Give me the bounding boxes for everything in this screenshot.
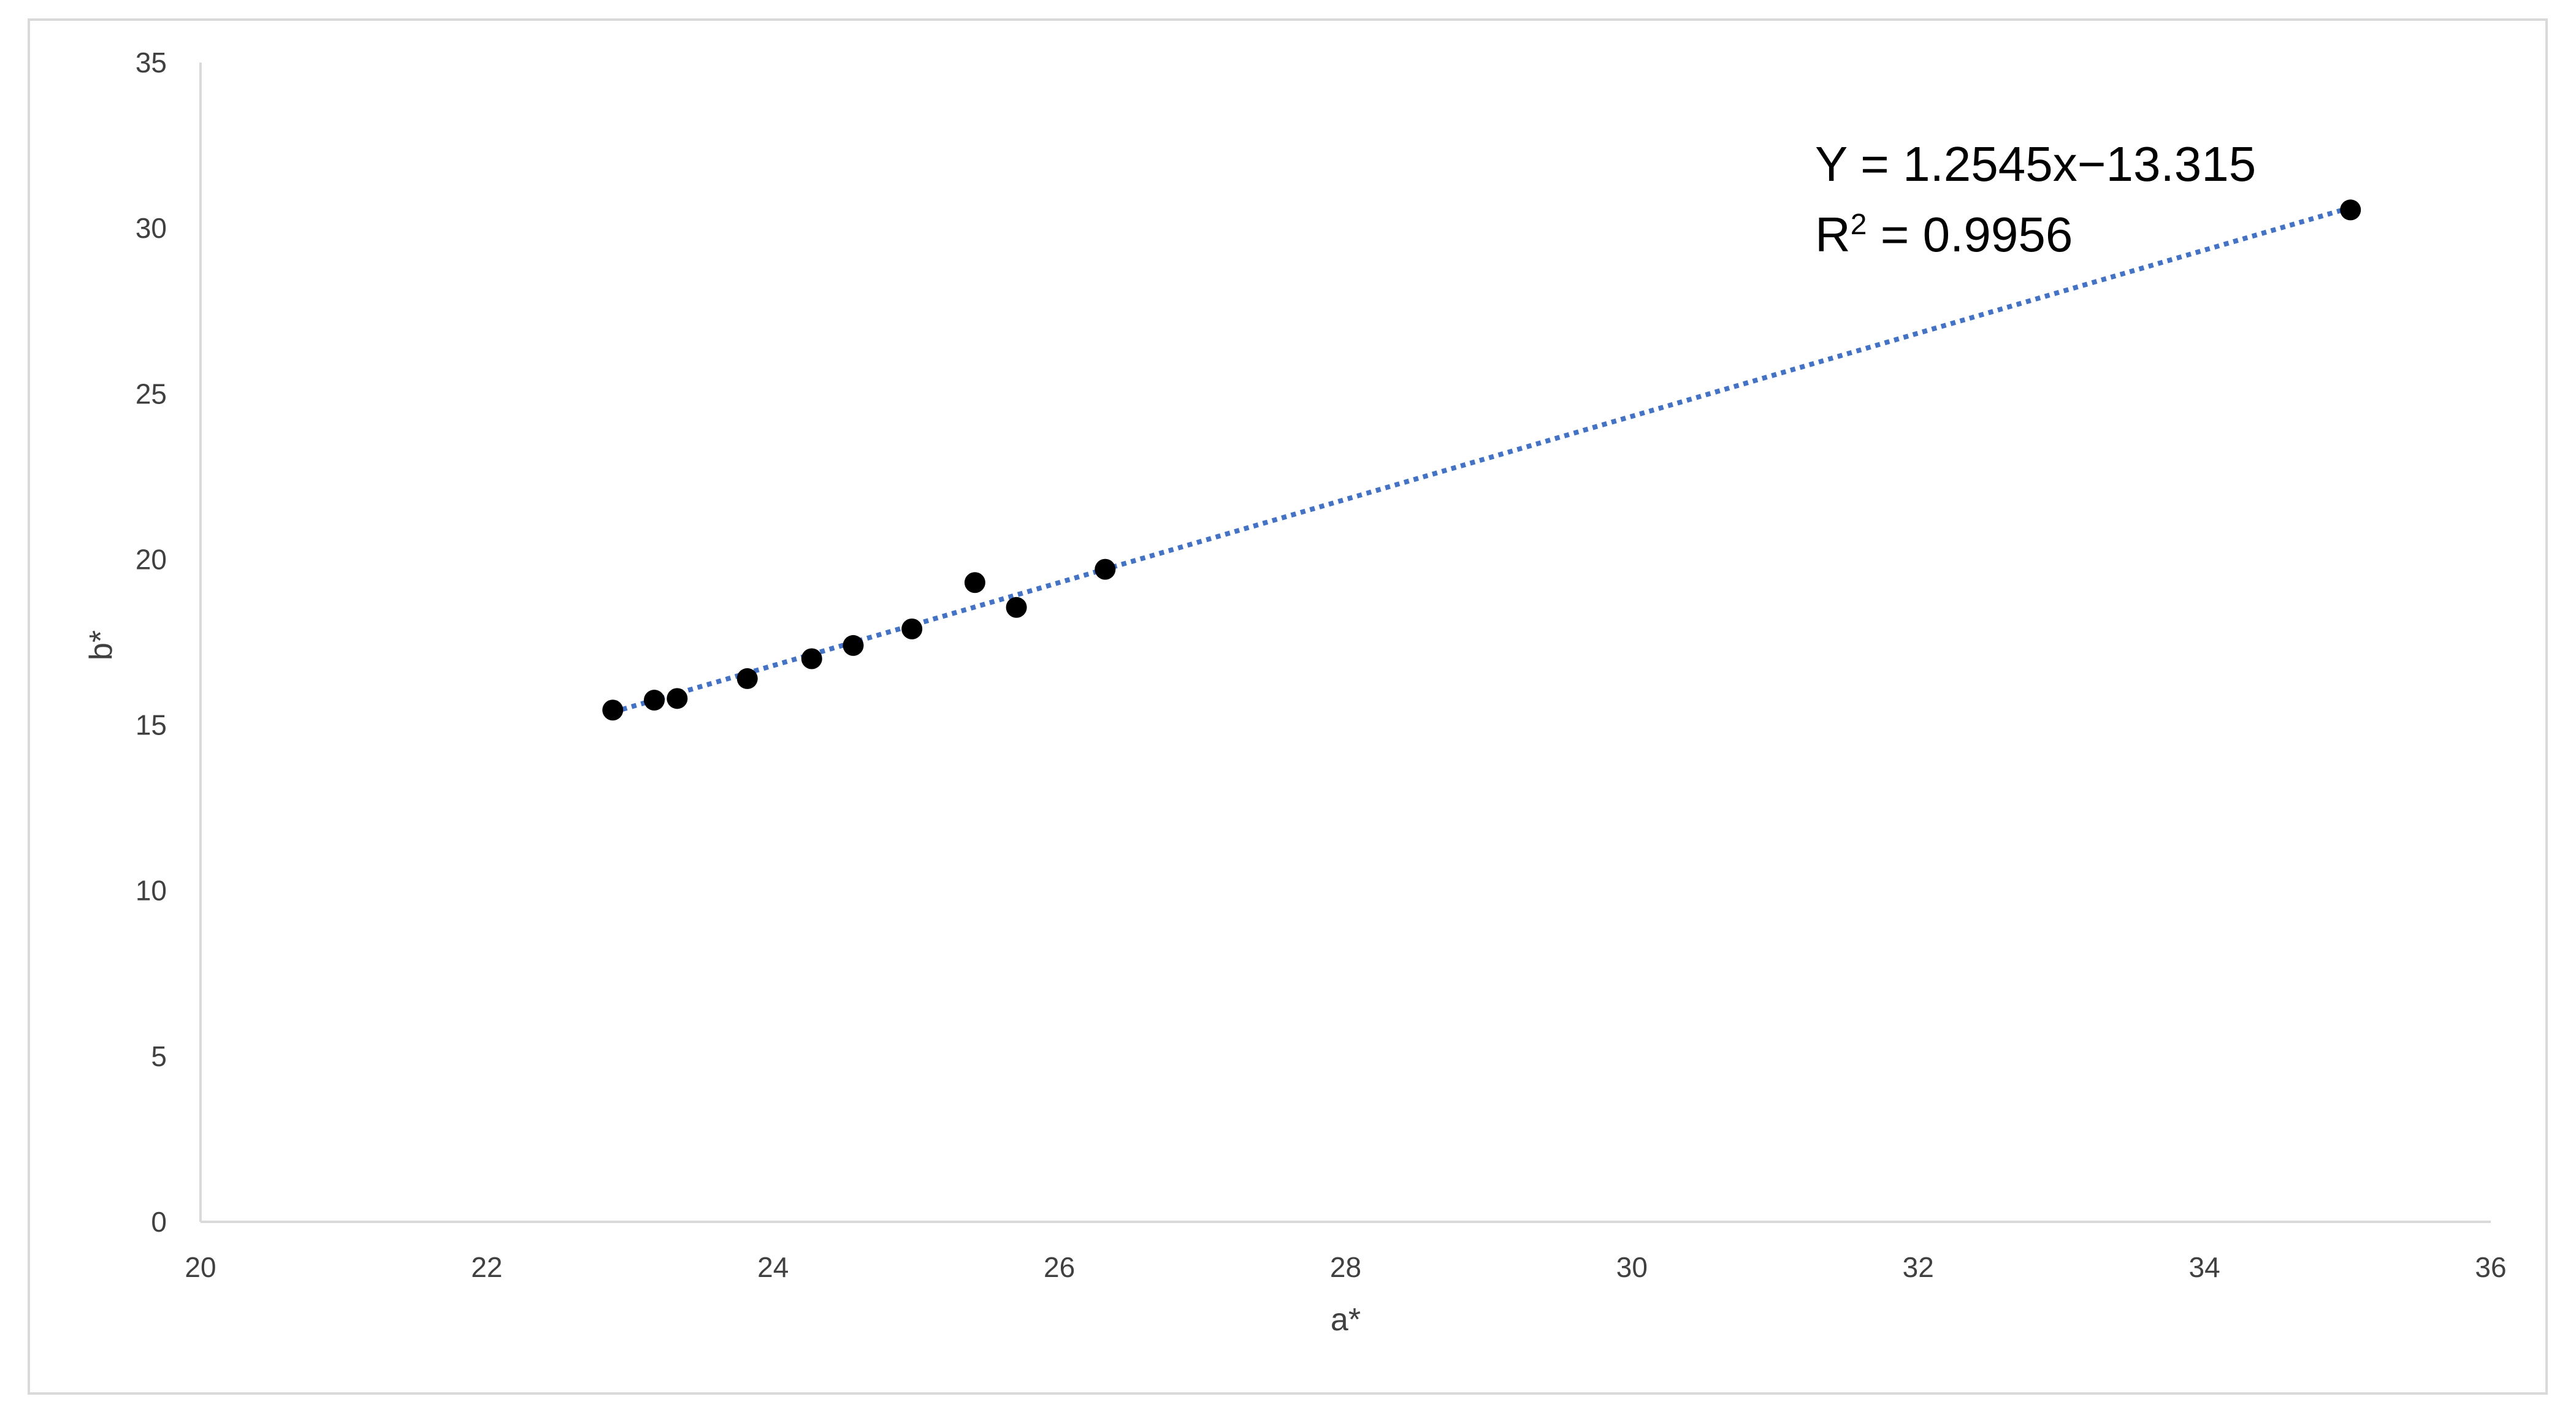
x-tick-label: 26 bbox=[1044, 1251, 1075, 1283]
data-point bbox=[901, 618, 923, 639]
r-squared-label: R2 = 0.9956 bbox=[1815, 207, 2073, 262]
y-tick-label: 30 bbox=[136, 212, 167, 244]
y-tick-labels: 0 5 10 15 20 25 30 35 bbox=[136, 47, 167, 1238]
data-point bbox=[1006, 597, 1027, 618]
r2-value: = 0.9956 bbox=[1867, 207, 2073, 262]
y-axis-title: b* bbox=[83, 630, 119, 660]
y-tick-label: 25 bbox=[136, 378, 167, 410]
x-tick-label: 32 bbox=[1903, 1251, 1934, 1283]
data-point bbox=[2340, 199, 2361, 221]
r2-prefix: R bbox=[1815, 207, 1851, 262]
data-point bbox=[736, 668, 758, 689]
y-tick-label: 0 bbox=[151, 1206, 167, 1238]
axes bbox=[199, 63, 2491, 1223]
y-tick-label: 20 bbox=[136, 543, 167, 575]
data-points bbox=[602, 199, 2361, 721]
trendline bbox=[612, 205, 2352, 715]
y-tick-label: 5 bbox=[151, 1040, 167, 1072]
x-tick-labels: 20 22 24 26 28 30 32 34 36 bbox=[185, 1251, 2506, 1283]
data-point bbox=[667, 688, 688, 709]
data-point bbox=[843, 635, 864, 656]
chart-frame bbox=[28, 18, 2548, 1395]
x-tick-label: 24 bbox=[757, 1251, 789, 1283]
trendline-equation: Y = 1.2545x−13.315 bbox=[1815, 137, 2256, 191]
data-point bbox=[801, 648, 822, 669]
y-tick-label: 15 bbox=[136, 709, 167, 741]
data-point bbox=[1095, 558, 1116, 580]
x-axis-title: a* bbox=[1331, 1302, 1361, 1338]
x-tick-label: 34 bbox=[2189, 1251, 2220, 1283]
data-point bbox=[643, 690, 665, 711]
data-point bbox=[602, 699, 624, 721]
x-tick-label: 22 bbox=[471, 1251, 502, 1283]
data-point bbox=[964, 572, 985, 593]
r2-superscript: 2 bbox=[1851, 208, 1867, 241]
x-tick-label: 20 bbox=[185, 1251, 216, 1283]
y-tick-label: 35 bbox=[136, 47, 167, 78]
x-tick-label: 30 bbox=[1616, 1251, 1648, 1283]
y-tick-label: 10 bbox=[136, 875, 167, 907]
x-tick-label: 28 bbox=[1330, 1251, 1361, 1283]
x-tick-label: 36 bbox=[2475, 1251, 2506, 1283]
